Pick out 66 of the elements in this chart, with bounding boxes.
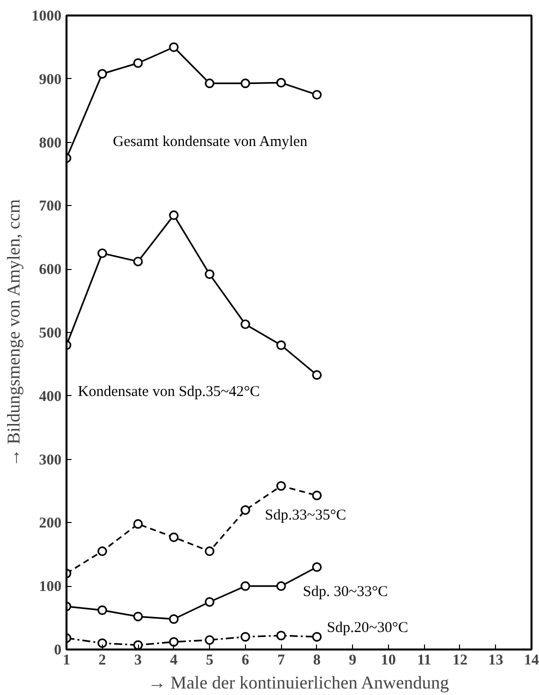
point bbox=[276, 78, 286, 88]
x-tick-label: 9 bbox=[348, 652, 356, 668]
point bbox=[204, 546, 214, 556]
point bbox=[276, 340, 286, 350]
point bbox=[240, 505, 250, 515]
point bbox=[240, 581, 250, 591]
point bbox=[204, 269, 214, 279]
series-label: Sdp. 30~33°C bbox=[302, 584, 388, 600]
x-tick-label: 10 bbox=[380, 652, 396, 668]
y-tick-label: 500 bbox=[39, 326, 62, 342]
point bbox=[312, 370, 322, 380]
y-tick-label: 900 bbox=[39, 72, 62, 88]
point bbox=[169, 42, 179, 52]
point bbox=[97, 69, 108, 79]
x-tick-label: 6 bbox=[242, 652, 250, 668]
y-tick-label: 300 bbox=[39, 452, 62, 468]
y-tick-label: 0 bbox=[54, 642, 62, 658]
x-tick-label: 3 bbox=[134, 652, 142, 668]
y-axis-title: → Bildungsmenge von Amylen, ccm bbox=[4, 199, 24, 467]
point bbox=[204, 78, 214, 88]
point bbox=[312, 490, 322, 500]
x-tick-label: 11 bbox=[417, 652, 432, 668]
point bbox=[169, 614, 179, 624]
point bbox=[312, 632, 322, 642]
point bbox=[276, 581, 286, 591]
x-tick-label: 2 bbox=[98, 652, 106, 668]
point bbox=[204, 597, 214, 607]
point bbox=[97, 546, 108, 556]
x-tick-label: 12 bbox=[452, 652, 468, 668]
y-tick-label: 600 bbox=[39, 262, 62, 278]
y-tick-label: 400 bbox=[39, 388, 62, 405]
x-tick-label: 14 bbox=[524, 652, 539, 668]
point bbox=[204, 635, 214, 645]
point bbox=[169, 637, 179, 647]
point bbox=[97, 605, 108, 615]
point bbox=[97, 638, 108, 648]
x-tick-label: 8 bbox=[313, 652, 321, 668]
point bbox=[133, 256, 143, 266]
point bbox=[169, 532, 179, 542]
y-tick-label: 700 bbox=[39, 198, 62, 215]
point bbox=[133, 58, 143, 68]
text: Kondensate von Sdp.35~42°C bbox=[78, 384, 260, 400]
point bbox=[169, 210, 179, 220]
point bbox=[240, 319, 250, 330]
point bbox=[97, 248, 108, 258]
y-tick-label: 800 bbox=[39, 135, 62, 152]
point bbox=[240, 632, 250, 642]
x-tick-label: 4 bbox=[170, 652, 178, 668]
x-axis-title: → Male der kontinuierlichen Anwendung bbox=[148, 672, 449, 692]
y-tick-label: 100 bbox=[39, 579, 62, 596]
y-tick-label: 1000 bbox=[32, 8, 62, 24]
x-tick-label: 5 bbox=[206, 652, 214, 668]
point bbox=[133, 519, 143, 529]
point bbox=[276, 630, 286, 640]
point bbox=[276, 481, 286, 491]
y-tick-label: 200 bbox=[39, 516, 62, 532]
point bbox=[133, 612, 143, 622]
x-tick-label: 7 bbox=[277, 652, 286, 668]
x-tick-label: 1 bbox=[62, 652, 70, 668]
x-tick-label: 13 bbox=[488, 652, 504, 668]
point bbox=[312, 90, 322, 100]
point bbox=[240, 78, 250, 88]
series-label: Sdp.33~35°C bbox=[264, 507, 346, 524]
series-label: Sdp.20~30°C bbox=[326, 620, 408, 636]
text: Gesamt kondensate von Amylen bbox=[112, 134, 308, 150]
point bbox=[312, 562, 322, 572]
